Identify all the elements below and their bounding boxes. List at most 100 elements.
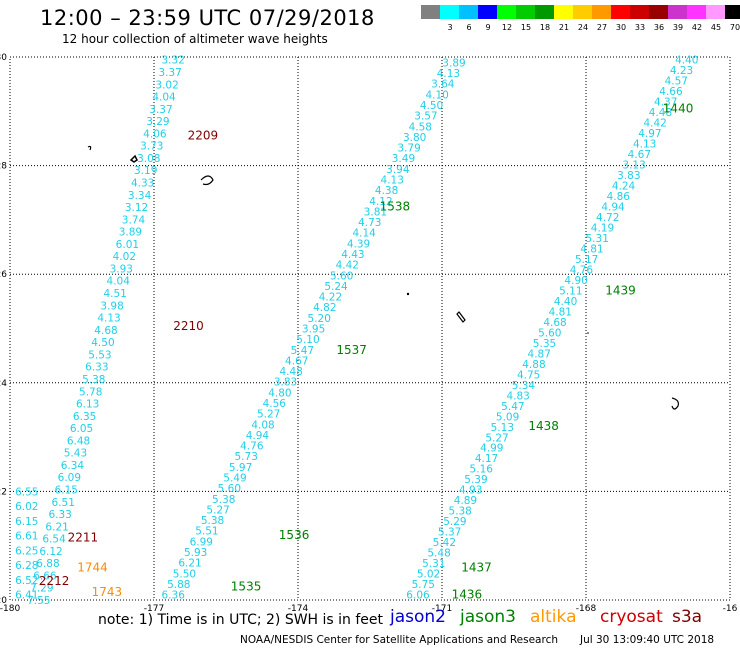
swh-value: 3.95 bbox=[302, 324, 325, 336]
swh-value: 6.48 bbox=[67, 435, 90, 447]
swh-value: 7.29 bbox=[30, 583, 53, 595]
swh-value: 5.60 bbox=[330, 270, 353, 282]
legend-label: 39 bbox=[672, 23, 684, 32]
swh-value: 4.39 bbox=[347, 238, 370, 250]
swh-value: 4.22 bbox=[319, 292, 342, 304]
swh-value: 4.48 bbox=[649, 107, 672, 119]
swh-value: 4.24 bbox=[612, 181, 636, 193]
swh-value: 5.09 bbox=[496, 411, 519, 423]
swh-value: 4.51 bbox=[103, 288, 126, 300]
swh-value: 4.90 bbox=[564, 275, 587, 287]
swh-value: 4.81 bbox=[580, 243, 603, 255]
pass-time-label: 1438 bbox=[528, 419, 559, 433]
island-outlines bbox=[87, 145, 679, 410]
pass-time-label: 2209 bbox=[188, 129, 219, 143]
swh-value: 4.75 bbox=[517, 369, 540, 381]
y-tick-label: 30 bbox=[0, 53, 7, 63]
swh-value: 6.35 bbox=[73, 411, 96, 423]
legend-swatch bbox=[592, 5, 611, 19]
swh-value: 4.57 bbox=[665, 76, 688, 88]
swh-value: 3.32 bbox=[162, 55, 185, 67]
legend-swatch bbox=[706, 5, 725, 19]
swh-value: 4.13 bbox=[437, 68, 460, 80]
pass-time-label: 1536 bbox=[279, 528, 310, 542]
swh-value: 3.12 bbox=[125, 202, 148, 214]
swh-value: 4.33 bbox=[131, 178, 154, 190]
island-dot bbox=[406, 292, 410, 296]
swh-value: 4.94 bbox=[601, 202, 625, 214]
swh-value: 5.75 bbox=[412, 579, 435, 591]
swh-value: 5.37 bbox=[438, 527, 461, 539]
swh-value: 4.88 bbox=[522, 359, 545, 371]
legend-swatch bbox=[478, 5, 497, 19]
swh-value: 6.33 bbox=[85, 362, 108, 374]
swh-value: 4.82 bbox=[313, 302, 336, 314]
axis-ticks: -180 -177 -174 -171 -168 -16 30 28 26 24 22 20 bbox=[0, 53, 738, 614]
swh-value: 3.83 bbox=[274, 377, 297, 389]
swh-value: 6.02 bbox=[15, 501, 38, 513]
swh-value: 4.99 bbox=[480, 443, 503, 455]
swh-value: 4.40 bbox=[554, 296, 577, 308]
legend-swatch bbox=[516, 5, 535, 19]
swh-value: 4.80 bbox=[268, 387, 291, 399]
swh-value: 6.52 bbox=[15, 575, 38, 587]
map-grid bbox=[9, 56, 731, 601]
legend-label: 3 bbox=[447, 23, 453, 32]
legend-swatch bbox=[630, 5, 649, 19]
swh-value: 5.20 bbox=[308, 313, 331, 325]
swh-value: 3.08 bbox=[137, 153, 160, 165]
swh-value: 5.31 bbox=[586, 233, 609, 245]
island-outline bbox=[129, 154, 138, 163]
x-tick-label: -16 bbox=[723, 604, 738, 614]
swh-value: 6.01 bbox=[116, 239, 139, 251]
pass-labels: 2209 2210 2211 2212 1744 1743 1538 1537 1536 1535… bbox=[39, 102, 694, 602]
swh-value: 3.02 bbox=[155, 79, 178, 91]
legend-swatch bbox=[497, 5, 516, 19]
legend-swatch bbox=[554, 5, 573, 19]
swh-value: 4.17 bbox=[475, 453, 498, 465]
swh-value: 4.23 bbox=[670, 65, 693, 77]
swh-value: 4.19 bbox=[591, 223, 614, 235]
swh-value: 4.68 bbox=[543, 317, 566, 329]
pass-time-label: 1537 bbox=[336, 343, 367, 357]
legend-label: 27 bbox=[596, 23, 608, 32]
swh-value: 3.57 bbox=[414, 111, 437, 123]
swh-value: 5.16 bbox=[470, 464, 494, 476]
pass-time-label: 2210 bbox=[173, 319, 204, 333]
swh-value: 4.04 bbox=[107, 276, 131, 288]
y-tick-label: 26 bbox=[0, 270, 7, 280]
pass-time-label: 1743 bbox=[92, 585, 123, 599]
swh-value: 6.51 bbox=[52, 497, 75, 509]
pass-time-label: 1744 bbox=[77, 560, 108, 574]
swh-value: 3.64 bbox=[431, 79, 455, 91]
swh-value: 5.47 bbox=[291, 345, 314, 357]
swh-value: 5.60 bbox=[538, 327, 561, 339]
legend-label: 36 bbox=[653, 23, 665, 32]
swh-value: 6.21 bbox=[45, 521, 68, 533]
swh-value: 4.66 bbox=[659, 86, 683, 98]
swh-value: 5.27 bbox=[206, 504, 229, 516]
legend-label: 24 bbox=[577, 23, 589, 32]
swh-value: 5.11 bbox=[559, 285, 582, 297]
pass-time-label: 1437 bbox=[461, 560, 492, 574]
y-tick-label: 28 bbox=[0, 162, 7, 172]
legend-swatch bbox=[725, 5, 740, 19]
legend-label: 30 bbox=[615, 23, 627, 32]
swh-value: 6.15 bbox=[55, 484, 78, 496]
swh-value: 4.50 bbox=[91, 337, 114, 349]
swh-value: 6.28 bbox=[15, 560, 38, 572]
legend-swatch bbox=[668, 5, 687, 19]
swh-value: 4.89 bbox=[454, 495, 477, 507]
swh-value: 5.38 bbox=[212, 494, 235, 506]
swh-value: 3.74 bbox=[122, 214, 146, 226]
swh-value: 4.56 bbox=[263, 398, 287, 410]
swh-value: 5.39 bbox=[464, 474, 487, 486]
swh-value: 4.72 bbox=[596, 212, 619, 224]
legend-label: 6 bbox=[466, 23, 472, 32]
swh-value: 4.13 bbox=[633, 139, 656, 151]
legend-label: 70 bbox=[729, 23, 740, 32]
swh-value: 4.14 bbox=[352, 228, 376, 240]
swh-value: 5.42 bbox=[433, 537, 456, 549]
swh-value: 5.48 bbox=[427, 548, 450, 560]
